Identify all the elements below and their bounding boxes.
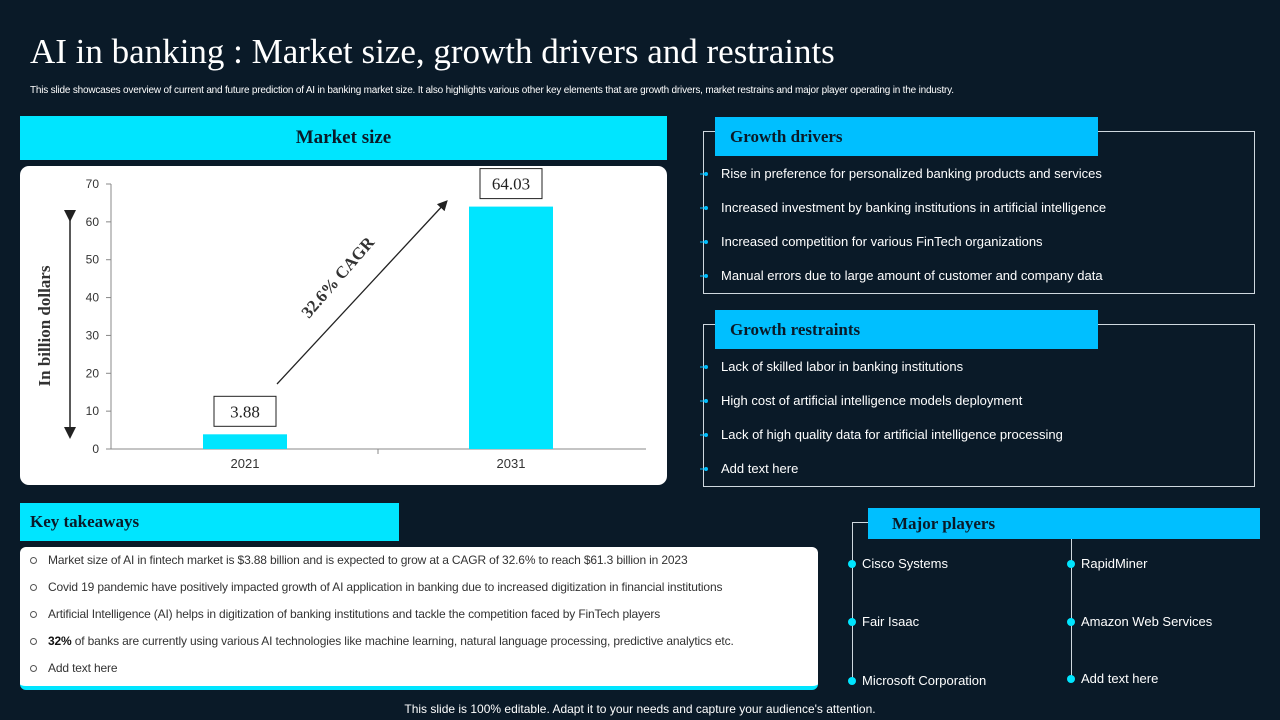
bullet-item: Lack of high quality data for artificial… [700, 427, 1063, 461]
y-tick-label: 20 [86, 366, 100, 380]
bullet-text: Increased competition for various FinTec… [721, 234, 1043, 249]
player-dot-icon [848, 677, 856, 685]
bullet-arrow-icon [700, 240, 708, 244]
page-title: AI in banking : Market size, growth driv… [30, 32, 835, 71]
bar-2021 [203, 434, 287, 449]
takeaway-text: Artificial Intelligence (AI) helps in di… [48, 607, 661, 621]
major-player-name: Fair Isaac [862, 614, 920, 629]
bullet-text: Manual errors due to large amount of cus… [721, 268, 1103, 283]
y-tick-label: 0 [92, 442, 99, 456]
key-takeaways-header: Key takeaways [20, 503, 399, 541]
takeaway-item: Add text here [30, 661, 734, 688]
bullet-item: Manual errors due to large amount of cus… [700, 268, 1106, 302]
y-tick-label: 60 [86, 215, 100, 229]
takeaway-item: 32% of banks are currently using various… [30, 634, 734, 661]
bullet-arrow-icon [700, 467, 708, 471]
player-dot-icon [1067, 560, 1075, 568]
bullet-arrow-icon [700, 274, 708, 278]
x-category-label: 2031 [497, 456, 526, 471]
y-tick-label: 10 [86, 404, 100, 418]
y-tick-label: 30 [86, 328, 100, 342]
takeaway-text: Market size of AI in fintech market is $… [48, 553, 688, 567]
data-label: 64.03 [492, 175, 530, 194]
takeaway-bold: 32% [48, 634, 72, 648]
growth-restraints-header: Growth restraints [715, 310, 1098, 349]
major-player-name: RapidMiner [1081, 556, 1148, 571]
bullet-item: High cost of artificial intelligence mod… [700, 393, 1063, 427]
y-tick-label: 70 [86, 177, 100, 191]
data-label: 3.88 [230, 402, 260, 421]
bullet-text: Rise in preference for personalized bank… [721, 166, 1102, 181]
bullet-arrow-icon [700, 172, 708, 176]
major-player-name: Amazon Web Services [1081, 614, 1213, 629]
data-label-box [479, 168, 543, 200]
bullet-item: Rise in preference for personalized bank… [700, 166, 1106, 200]
bar-2031 [469, 206, 553, 449]
page-subtitle: This slide showcases overview of current… [30, 85, 954, 96]
bullet-item: Add text here [700, 461, 1063, 495]
takeaway-item: Covid 19 pandemic have positively impact… [30, 580, 734, 607]
cagr-label: 32.6% CAGR [298, 232, 379, 321]
takeaway-item: Market size of AI in fintech market is $… [30, 553, 734, 580]
cagr-arrow [276, 200, 448, 385]
takeaway-text: of banks are currently using various AI … [71, 634, 734, 648]
x-category-label: 2021 [231, 456, 260, 471]
mp-connector-left [852, 522, 853, 682]
circle-bullet-icon [30, 584, 37, 591]
market-size-chart: 0 10 20 30 40 50 60 70 3.88 2021 64.03 2031 In bil… [20, 166, 667, 485]
major-player-name: Cisco Systems [862, 556, 948, 571]
growth-drivers-header: Growth drivers [715, 117, 1098, 156]
circle-bullet-icon [30, 557, 37, 564]
key-takeaways-list: Market size of AI in fintech market is $… [30, 553, 734, 688]
bullet-text: Lack of high quality data for artificial… [721, 427, 1063, 442]
bar-chart-svg: 0 10 20 30 40 50 60 70 3.88 2021 64.03 2031 In bil… [35, 168, 646, 471]
key-takeaways-box: Market size of AI in fintech market is $… [20, 547, 818, 690]
circle-bullet-icon [30, 665, 37, 672]
player-dot-icon [848, 560, 856, 568]
major-player-name: Microsoft Corporation [862, 673, 987, 688]
bullet-arrow-icon [700, 206, 708, 210]
bullet-arrow-icon [700, 399, 708, 403]
y-tick-label: 50 [86, 253, 100, 267]
major-players-header: Major players [868, 508, 1260, 539]
growth-drivers-list: Rise in preference for personalized bank… [700, 166, 1107, 302]
bullet-arrow-icon [700, 365, 708, 369]
mp-connector-right [1071, 539, 1072, 680]
player-dot-icon [1067, 675, 1075, 683]
market-size-header: Market size [20, 116, 667, 160]
bullet-arrow-icon [700, 433, 708, 437]
takeaway-item: Artificial Intelligence (AI) helps in di… [30, 607, 734, 634]
takeaway-text: Covid 19 pandemic have positively impact… [48, 580, 723, 594]
bullet-item: Lack of skilled labor in banking institu… [700, 359, 1063, 393]
bullet-text: Increased investment by banking institut… [721, 200, 1107, 215]
takeaway-text: Add text here [48, 661, 118, 675]
circle-bullet-icon [30, 638, 37, 645]
player-dot-icon [848, 618, 856, 626]
footer-note: This slide is 100% editable. Adapt it to… [404, 702, 876, 716]
y-tick-label: 40 [86, 291, 100, 305]
data-label-box [213, 395, 277, 427]
bullet-text: High cost of artificial intelligence mod… [721, 393, 1023, 408]
mp-connector-top [852, 522, 868, 523]
bullet-item: Increased competition for various FinTec… [700, 234, 1106, 268]
major-player-name: Add text here [1081, 671, 1159, 686]
bullet-item: Increased investment by banking institut… [700, 200, 1107, 234]
circle-bullet-icon [30, 611, 37, 618]
y-axis-label: In billion dollars [35, 265, 54, 386]
bullet-text: Add text here [721, 461, 799, 476]
growth-restraints-list: Lack of skilled labor in banking institu… [700, 359, 1063, 495]
player-dot-icon [1067, 618, 1075, 626]
bullet-text: Lack of skilled labor in banking institu… [721, 359, 964, 374]
